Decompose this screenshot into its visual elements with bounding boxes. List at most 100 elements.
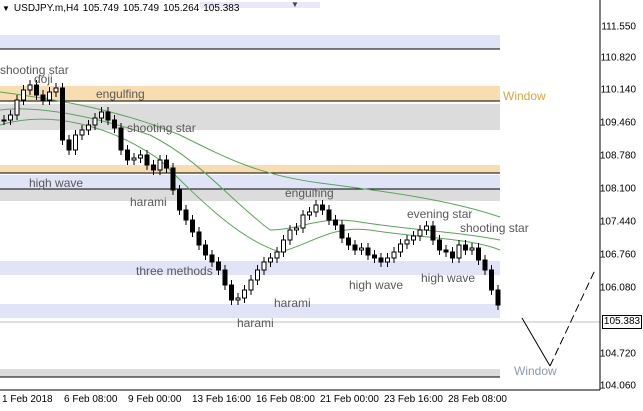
candle-body [365, 247, 371, 256]
time-tick: 13 Feb 16:00 [192, 394, 251, 405]
symbol-label: USDJPY.m,H4 [13, 3, 79, 14]
price-tick: 107.440 [599, 216, 636, 228]
candle-body [437, 239, 442, 251]
pattern-label: high wave [349, 278, 404, 292]
candle-body [300, 214, 306, 229]
pattern-label: shooting star [460, 221, 529, 235]
pattern-label: harami [274, 296, 311, 310]
current-price-marker: 105.383 [602, 315, 642, 329]
sr-zone [0, 35, 500, 49]
candle-body [131, 157, 137, 161]
sr-zone [0, 189, 500, 201]
candle-body [359, 247, 364, 251]
candle-body [463, 244, 468, 251]
chart-header: ▼ USDJPY.m,H4 105.749 105.749 105.264 10… [2, 3, 239, 14]
candle-body [229, 284, 234, 301]
candle-body [255, 269, 260, 281]
candle-body [326, 209, 332, 221]
candle-body [73, 134, 78, 151]
candle-body [222, 269, 228, 286]
candle-body [456, 244, 462, 259]
close-value: 105.383 [203, 3, 240, 14]
candle-body [294, 227, 299, 231]
pattern-label: three methods [136, 264, 213, 278]
candle-body [398, 243, 403, 253]
candle-body [164, 159, 169, 169]
price-tick: 106.760 [599, 249, 636, 261]
forecast-line [549, 269, 596, 367]
sr-zone [0, 304, 500, 318]
time-tick: 28 Feb 08:00 [448, 394, 507, 405]
time-tick: 23 Feb 16:00 [384, 394, 443, 405]
candle-body [53, 87, 59, 93]
triangle-down-icon[interactable]: ▼ [2, 4, 10, 13]
candle-body [450, 251, 455, 259]
candle-body [469, 247, 475, 251]
candle-body [21, 89, 26, 101]
candle-body [34, 84, 39, 96]
time-tick: 21 Feb 00:00 [320, 394, 379, 405]
pattern-label: harami [237, 316, 274, 330]
candle-body [346, 237, 351, 246]
candle-body [216, 261, 221, 271]
forecast-line [521, 317, 551, 367]
candle-body [424, 225, 429, 231]
candle-body [261, 261, 267, 271]
candle-body [40, 94, 46, 101]
candle-body [274, 251, 280, 259]
candle-body [66, 139, 72, 151]
sr-zone [0, 261, 500, 275]
candle-body [430, 225, 436, 241]
time-tick: 16 Feb 08:00 [256, 394, 315, 405]
time-tick: 6 Feb 08:00 [64, 394, 118, 405]
sr-zone [0, 165, 500, 173]
pattern-label: doji [34, 72, 53, 86]
candle-body [27, 84, 33, 91]
candle-body [151, 164, 156, 171]
candle-body [138, 154, 143, 159]
pattern-label: shooting star [127, 121, 196, 135]
candle-body [378, 257, 384, 263]
candle-body [99, 111, 104, 119]
candle-body [86, 124, 91, 131]
candle-body [385, 257, 390, 263]
price-tick: 104.060 [599, 380, 636, 392]
chart-tab-indicator [200, 2, 320, 8]
high-value: 105.749 [122, 3, 160, 14]
candle-body [476, 247, 481, 261]
candle-body [105, 111, 111, 121]
candle-body [495, 289, 501, 306]
candle-body [287, 229, 293, 241]
candle-body [14, 99, 20, 116]
price-tick: 111.550 [601, 21, 636, 33]
pattern-label: high wave [29, 176, 84, 190]
open-value: 105.749 [82, 3, 119, 14]
candle-body [352, 244, 358, 251]
candle-body [333, 219, 338, 226]
candle-body [183, 209, 189, 221]
candle-body [235, 297, 241, 301]
candle-body [209, 254, 215, 263]
candle-body [112, 119, 117, 129]
candle-body [248, 279, 254, 291]
candle-body [281, 239, 286, 253]
candle-body [170, 167, 176, 191]
sr-zone [0, 86, 500, 101]
candle-body [391, 251, 397, 259]
chevron-down-icon[interactable]: ▼ [291, 0, 299, 9]
candle-body [313, 204, 319, 213]
pattern-label: engulfing [285, 186, 334, 200]
window-gap-label: Window [514, 364, 557, 378]
candle-body [320, 204, 325, 211]
pattern-label: evening star [407, 207, 473, 221]
window-gap-label: Window [503, 89, 546, 103]
sr-zone [0, 104, 500, 130]
price-tick: 106.080 [599, 282, 636, 294]
moving-average-line [0, 91, 501, 218]
candle-body [79, 129, 85, 136]
candle-body [1, 119, 7, 122]
candle-body [190, 219, 195, 233]
candle-body [177, 189, 182, 211]
